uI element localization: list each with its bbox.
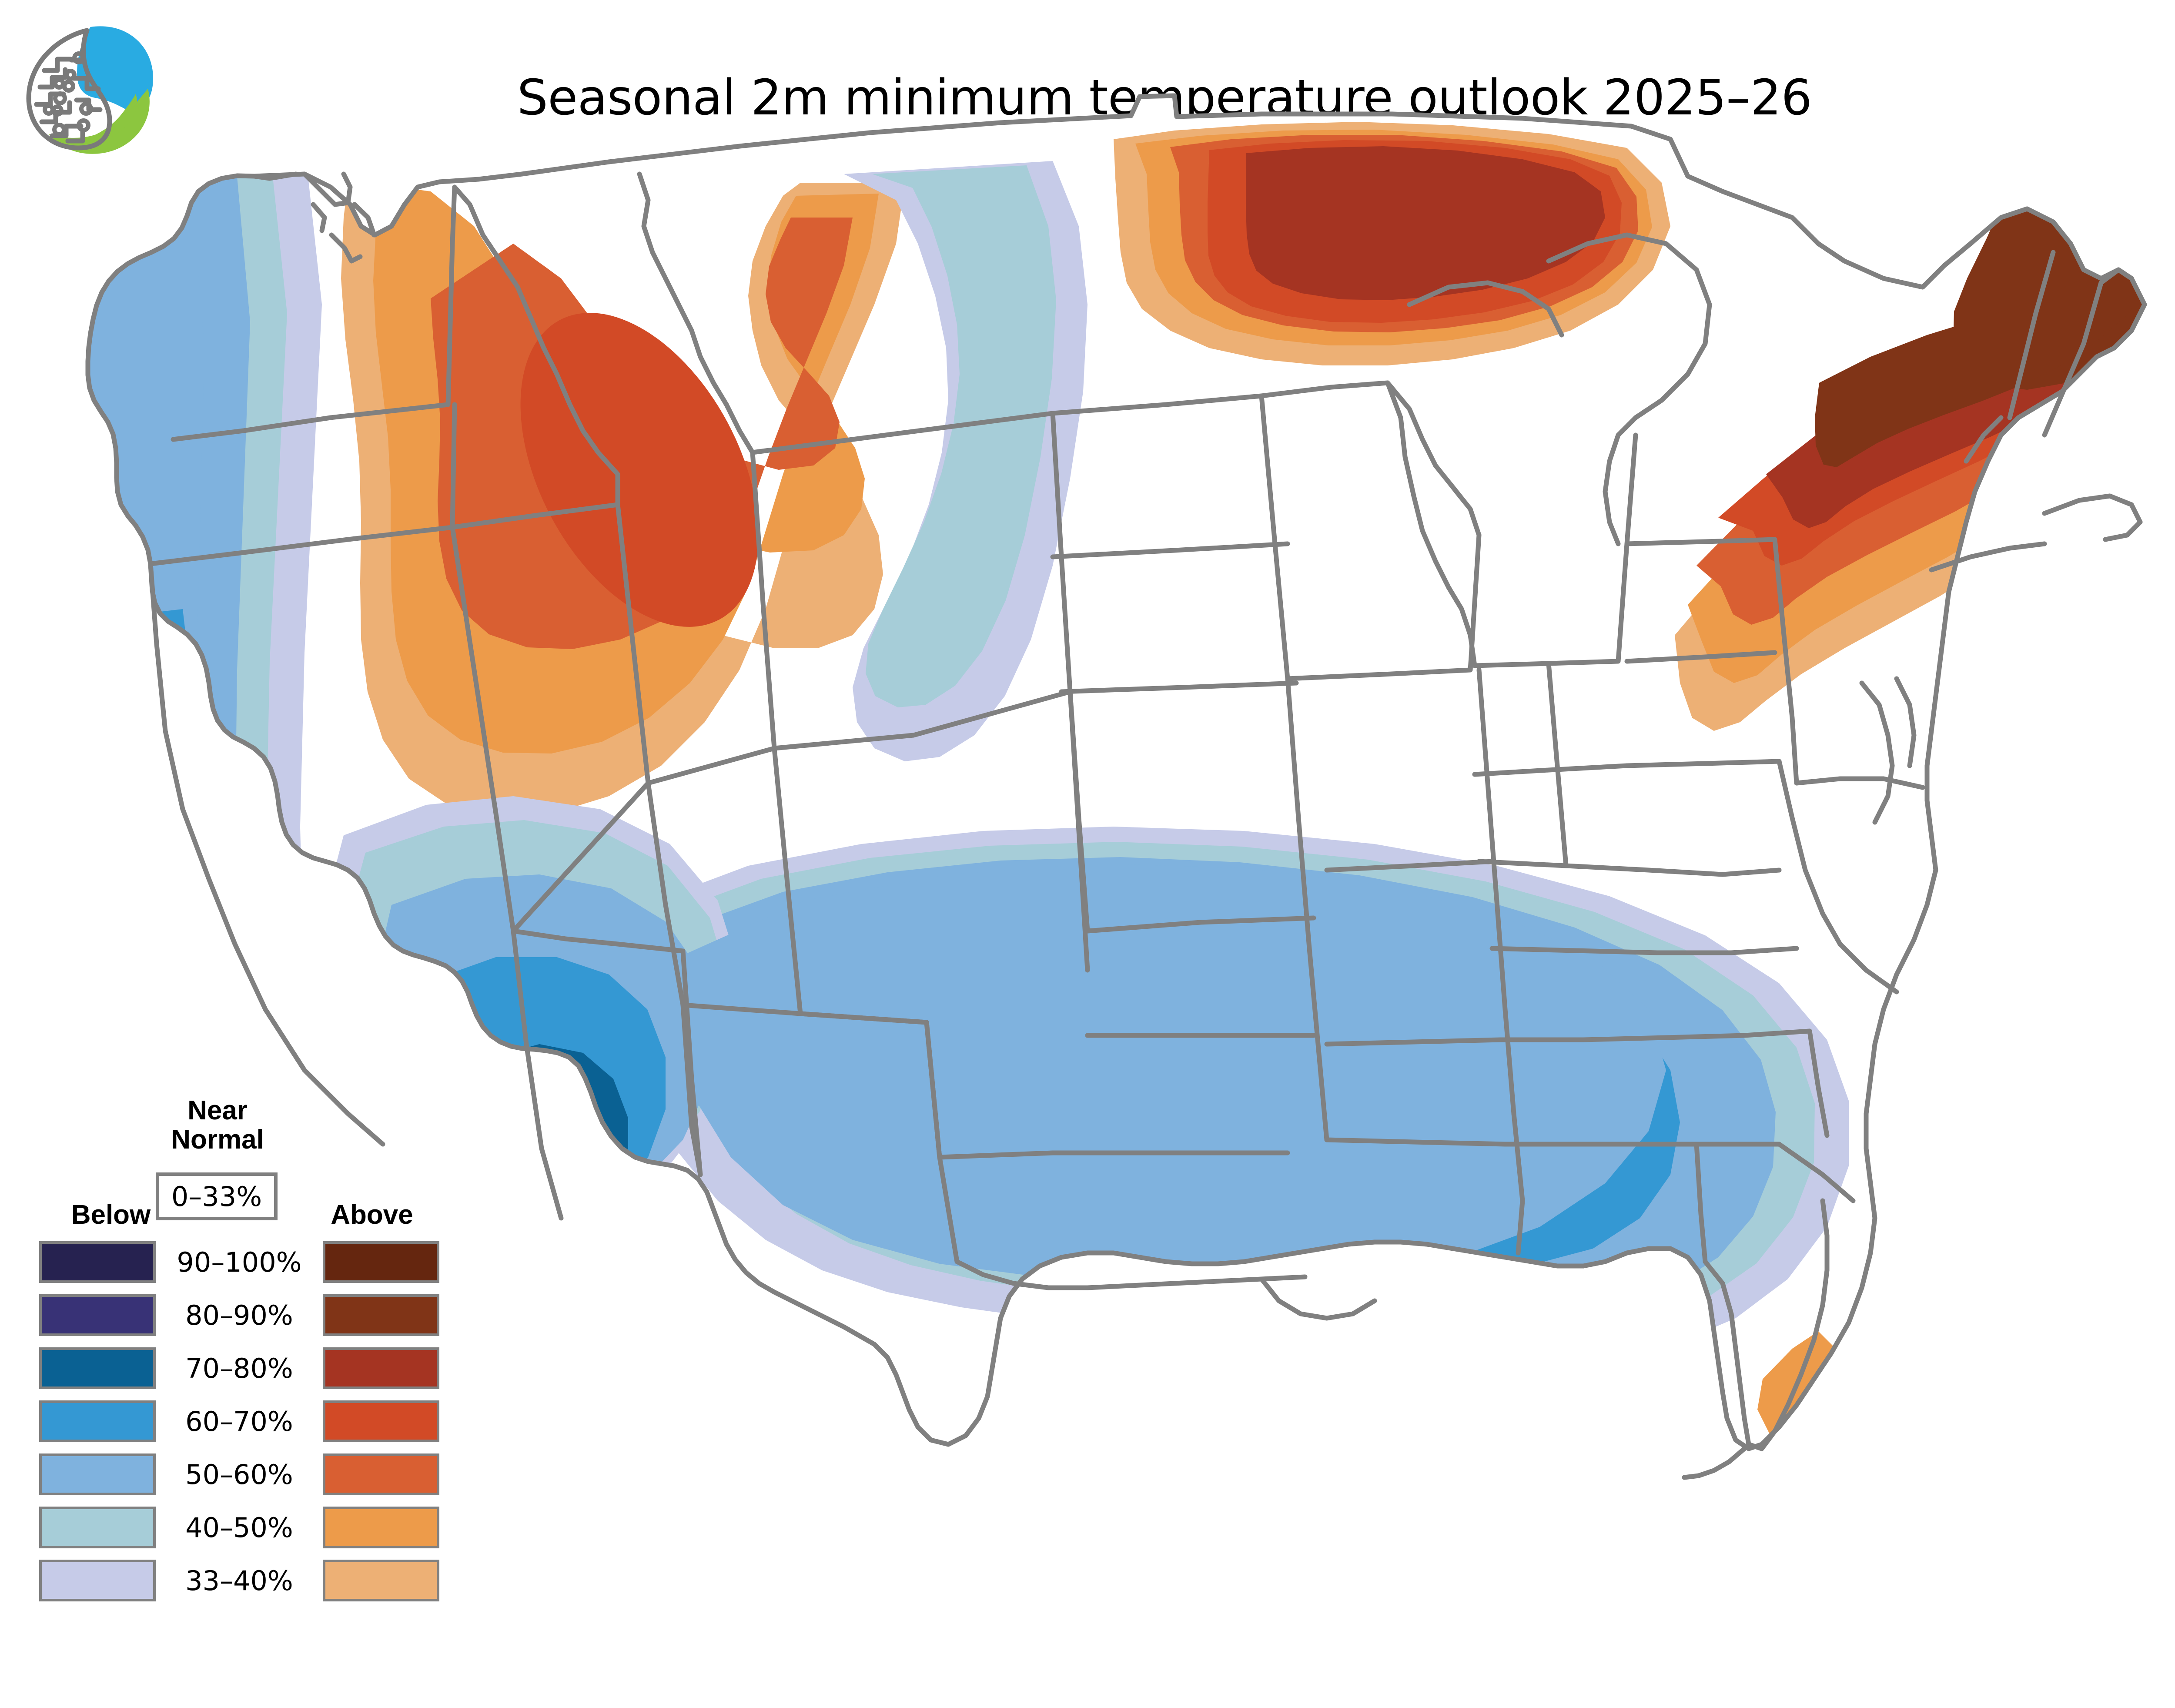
legend-percent-label: 50–60%: [185, 1458, 293, 1490]
legend-swatch-above: [323, 1560, 439, 1601]
legend-swatch-below: [39, 1507, 156, 1548]
legend-swatch-above: [323, 1507, 439, 1548]
legend-row: 60–70%: [39, 1395, 439, 1448]
legend-rows: 90–100% 80–90% 70–80% 60–70% 50–60% 40–50% 33–…: [39, 1236, 439, 1607]
legend-swatch-above: [323, 1453, 439, 1495]
legend-near-line2: Normal: [171, 1124, 264, 1155]
legend-below-label: Below: [71, 1200, 151, 1230]
legend-swatch-above: [323, 1241, 439, 1283]
legend-swatch-below: [39, 1294, 156, 1336]
legend-percent-label: 33–40%: [185, 1564, 293, 1597]
legend-row: 90–100%: [39, 1236, 439, 1289]
legend-swatch-below: [39, 1347, 156, 1389]
legend-percent-label: 70–80%: [185, 1352, 293, 1384]
legend-swatch-below: [39, 1453, 156, 1495]
legend-percent-label: 80–90%: [185, 1299, 293, 1331]
legend-swatch-above: [323, 1400, 439, 1442]
legend-swatch-above: [323, 1347, 439, 1389]
legend-percent-label: 60–70%: [185, 1405, 293, 1437]
organization-logo: [26, 26, 153, 154]
legend-near-normal-label: Near Normal: [139, 1096, 296, 1155]
legend-row: 33–40%: [39, 1554, 439, 1607]
legend-near-line1: Near: [187, 1095, 248, 1125]
legend-swatch-below: [39, 1241, 156, 1283]
legend-row: 70–80%: [39, 1342, 439, 1395]
legend-above-label: Above: [331, 1200, 413, 1230]
legend-near-normal-box: 0–33%: [156, 1172, 278, 1220]
legend-percent-label: 90–100%: [177, 1246, 302, 1278]
probability-legend: Near Normal 0–33% Below Above 90–100% 80–…: [39, 1096, 439, 1610]
legend-swatch-below: [39, 1560, 156, 1601]
legend-row: 40–50%: [39, 1501, 439, 1554]
legend-swatch-below: [39, 1400, 156, 1442]
legend-row: 80–90%: [39, 1289, 439, 1342]
legend-swatch-above: [323, 1294, 439, 1336]
legend-near-normal-value: 0–33%: [171, 1180, 262, 1212]
legend-percent-label: 40–50%: [185, 1511, 293, 1544]
state-boundaries: [85, 93, 2147, 1480]
legend-row: 50–60%: [39, 1448, 439, 1501]
